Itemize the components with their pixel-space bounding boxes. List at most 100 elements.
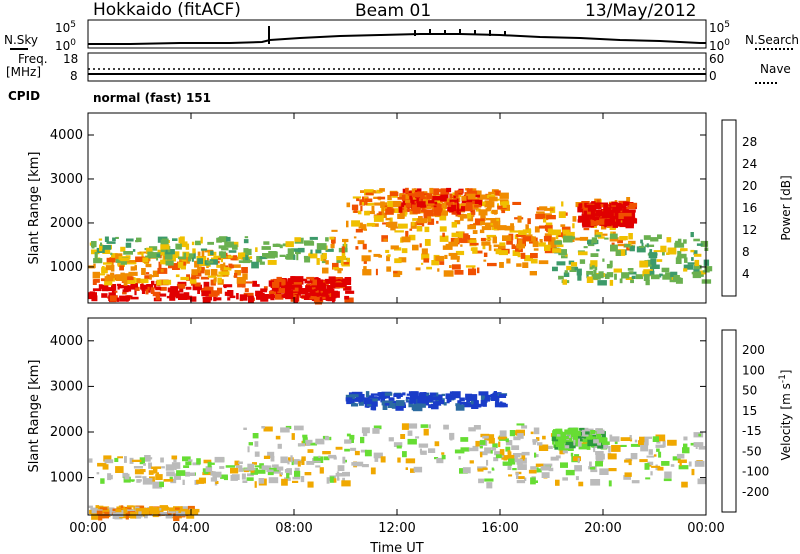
velocity-cell <box>554 444 559 450</box>
velocity-cell <box>135 508 146 512</box>
power-cell <box>511 244 516 250</box>
power-cell <box>119 295 128 302</box>
velocity-cell <box>353 461 364 467</box>
power-cell <box>530 258 538 264</box>
power-cell <box>421 262 424 265</box>
power-cell <box>604 220 607 228</box>
velocity-cell <box>261 426 265 429</box>
power-cell <box>466 193 476 200</box>
velocity-cell <box>364 449 372 457</box>
colorbar-tick-label: 4 <box>742 267 750 281</box>
power-cell <box>408 234 416 241</box>
power-cell <box>285 241 294 248</box>
velocity-cell <box>698 433 702 437</box>
velocity-cell <box>420 450 427 455</box>
power-cell <box>578 203 583 209</box>
power-cell <box>411 193 419 198</box>
velocity-cell <box>325 436 329 441</box>
power-cell <box>641 242 644 249</box>
power-cell <box>309 236 318 240</box>
power-cell <box>155 295 160 301</box>
power-cell <box>609 237 619 242</box>
power-cell <box>644 244 655 247</box>
velocity-cell <box>528 469 537 474</box>
power-cell <box>365 202 375 206</box>
velocity-cell <box>697 478 706 485</box>
x-tick-label: 00:00 <box>69 521 106 536</box>
power-cell <box>506 205 510 211</box>
power-cell <box>91 249 100 255</box>
power-cell <box>578 251 588 256</box>
velocity-cell <box>542 435 546 440</box>
power-cell <box>218 245 227 249</box>
power-cell <box>115 236 119 239</box>
power-cell <box>690 232 694 238</box>
power-cell <box>488 191 496 195</box>
velocity-cell <box>555 455 561 459</box>
power-cell <box>175 243 182 250</box>
power-cell <box>287 278 294 281</box>
velocity-cell <box>559 448 565 455</box>
power-cell <box>115 274 125 281</box>
power-cell <box>564 270 568 274</box>
power-cell <box>601 224 607 230</box>
velocity-cell <box>307 481 314 488</box>
velocity-cell <box>393 393 403 397</box>
velocity-cell <box>479 451 488 456</box>
velocity-cell <box>506 454 515 459</box>
nsky-tick-bottom: 100 <box>55 38 77 53</box>
velocity-cell <box>421 403 426 408</box>
velocity-cell <box>598 437 603 440</box>
power-cell <box>371 205 375 212</box>
velocity-cell <box>643 438 649 446</box>
velocity-cell <box>143 510 150 515</box>
power-cell <box>122 291 127 295</box>
velocity-cell <box>415 436 420 439</box>
power-cell <box>210 279 216 286</box>
velocity-cell <box>209 462 215 465</box>
power-cell <box>394 230 404 233</box>
power-cell <box>244 236 249 239</box>
velocity-cell <box>362 431 368 437</box>
velocity-cell <box>639 436 645 443</box>
power-cell <box>145 255 148 259</box>
velocity-cell <box>291 433 295 440</box>
power-cell <box>172 263 180 270</box>
power-cell <box>158 251 166 255</box>
power-cell <box>483 252 488 257</box>
velocity-cell <box>552 442 555 445</box>
power-cell <box>401 194 406 201</box>
nave-tick-bottom: 0 <box>709 69 717 83</box>
power-cell <box>248 295 254 303</box>
power-cell <box>578 217 584 222</box>
power-cell <box>613 207 618 212</box>
power-cell <box>382 222 389 225</box>
nsearch-tick-bottom: 100 <box>709 38 731 53</box>
power-cell <box>446 202 454 206</box>
velocity-cell <box>402 392 406 396</box>
velocity-cell <box>576 434 580 438</box>
power-cell <box>572 216 577 222</box>
power-cell <box>490 218 497 224</box>
power-cell <box>502 201 510 208</box>
velocity-cell <box>290 455 293 463</box>
velocity-cell <box>639 459 648 463</box>
power-cell <box>421 204 424 207</box>
power-cell <box>621 208 627 214</box>
power-cell <box>667 247 677 254</box>
power-cell <box>435 255 445 261</box>
power-cell <box>415 221 424 226</box>
power-cell <box>128 285 138 290</box>
power-cell <box>535 213 546 220</box>
power-cell <box>498 244 506 251</box>
power-cell <box>492 236 497 244</box>
power-cell <box>591 265 595 269</box>
power-cell <box>367 210 375 215</box>
power-cell <box>291 276 296 282</box>
power-cell <box>291 248 299 252</box>
power-cell <box>284 290 293 295</box>
power-cell <box>130 282 138 288</box>
velocity-cell <box>441 393 446 396</box>
velocity-cell <box>516 480 526 484</box>
